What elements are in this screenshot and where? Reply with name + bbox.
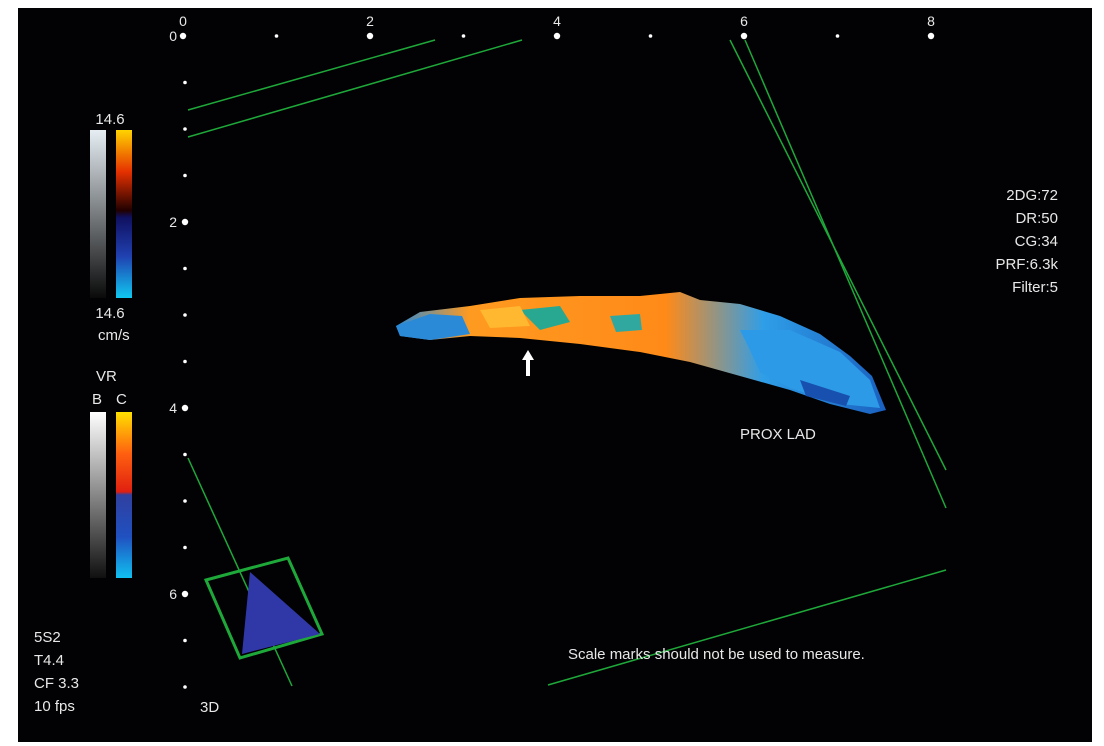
- color-max: 14.6: [95, 111, 124, 128]
- mode-label: 3D: [200, 699, 219, 716]
- major-dot: [927, 32, 935, 40]
- vr-c: C: [116, 391, 127, 408]
- minor-dot: [835, 34, 840, 38]
- major-dot: [179, 32, 187, 40]
- color-min: 14.6: [95, 305, 124, 322]
- vessel-label: PROX LAD: [740, 426, 816, 443]
- minor-dot: [183, 685, 187, 689]
- probe-info: 5S2 T4.4 CF 3.3 10 fps: [34, 629, 79, 715]
- major-dot: [181, 218, 189, 226]
- top-scale-label: 6: [740, 13, 748, 29]
- color-unit: cm/s: [98, 327, 130, 344]
- settings: 2DG:72 DR:50 CG:34 PRF:6.3k Filter:5: [995, 187, 1058, 296]
- left-scale-label: 6: [169, 586, 177, 602]
- left-scale: 0 2 4 6: [169, 28, 177, 602]
- setting-line: Filter:5: [1012, 279, 1058, 296]
- top-scale-label: 2: [366, 13, 374, 29]
- minor-dot: [183, 127, 187, 131]
- major-dot: [181, 590, 189, 598]
- minor-dot: [183, 499, 187, 503]
- left-scale-label: 4: [169, 400, 177, 416]
- probe-line: 5S2: [34, 629, 61, 646]
- minor-dot: [183, 80, 187, 85]
- screen-background: [18, 8, 1092, 742]
- major-dot: [553, 32, 561, 40]
- left-scale-label: 0: [169, 28, 177, 44]
- vr-title: VR: [96, 368, 117, 385]
- major-dot: [366, 32, 374, 40]
- flow-image: [396, 292, 886, 414]
- minor-dot: [183, 452, 187, 457]
- minor-dot: [274, 34, 279, 38]
- vr-b: B: [92, 391, 102, 408]
- guide-lines: [187, 39, 947, 687]
- setting-line: CG:34: [1015, 233, 1058, 250]
- setting-line: PRF:6.3k: [995, 256, 1058, 273]
- 3d-icon: [203, 556, 325, 660]
- disclaimer: Scale marks should not be used to measur…: [568, 646, 865, 663]
- minor-dot: [183, 359, 187, 364]
- gray-bar: [90, 130, 106, 298]
- vr-c-bar: [116, 412, 132, 578]
- top-scale-label: 0: [179, 13, 187, 29]
- top-scale: 0 2 4 6 8: [179, 13, 935, 29]
- probe-line: T4.4: [34, 652, 64, 669]
- top-scale-label: 4: [553, 13, 561, 29]
- probe-line: 10 fps: [34, 698, 75, 715]
- color-bar: [116, 130, 132, 298]
- major-dot: [740, 32, 748, 40]
- vr-b-bar: [90, 412, 106, 578]
- arrow: [522, 350, 534, 376]
- left-scale-label: 2: [169, 214, 177, 230]
- probe-line: CF 3.3: [34, 675, 79, 692]
- minor-dot: [183, 173, 187, 178]
- setting-line: DR:50: [1015, 210, 1058, 227]
- minor-dot: [183, 545, 187, 550]
- scale-dots: [179, 32, 935, 689]
- minor-dot: [461, 34, 466, 38]
- minor-dot: [183, 313, 187, 317]
- setting-line: 2DG:72: [1006, 187, 1058, 204]
- minor-dot: [648, 34, 653, 38]
- minor-dot: [183, 638, 187, 643]
- minor-dot: [183, 266, 187, 271]
- major-dot: [181, 404, 189, 412]
- top-scale-label: 8: [927, 13, 935, 29]
